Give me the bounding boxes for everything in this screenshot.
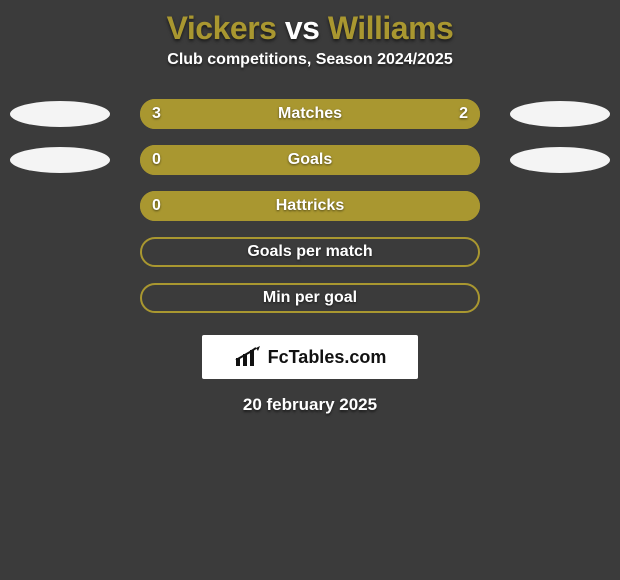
- title-vs: vs: [285, 10, 320, 46]
- comparison-rows: Matches32Goals0Hattricks0Goals per match…: [0, 91, 620, 321]
- subtitle: Club competitions, Season 2024/2025: [0, 51, 620, 91]
- bar-track: [140, 237, 480, 267]
- stat-row: Goals0: [0, 137, 620, 183]
- player2-name: Williams: [328, 10, 454, 46]
- stat-row: Min per goal: [0, 275, 620, 321]
- stat-row: Goals per match: [0, 229, 620, 275]
- player2-marker: [510, 101, 610, 127]
- bar-fill-player1: [140, 99, 344, 129]
- bar-track: [140, 283, 480, 313]
- player1-name: Vickers: [167, 10, 277, 46]
- stat-row: Hattricks0: [0, 183, 620, 229]
- date-label: 20 february 2025: [0, 395, 620, 415]
- logo-text: FcTables.com: [268, 347, 387, 368]
- stat-row: Matches32: [0, 91, 620, 137]
- fctables-logo: FcTables.com: [234, 346, 387, 368]
- comparison-title: Vickers vs Williams: [0, 0, 620, 51]
- player2-marker: [510, 147, 610, 173]
- logo-box: FcTables.com: [202, 335, 418, 379]
- bar-fill-player2: [344, 99, 480, 129]
- bar-fill-player1: [140, 145, 480, 175]
- player1-marker: [10, 101, 110, 127]
- bar-track: [140, 99, 480, 129]
- bar-track: [140, 145, 480, 175]
- bar-fill-player1: [140, 191, 480, 221]
- bar-track: [140, 191, 480, 221]
- player1-marker: [10, 147, 110, 173]
- chart-icon: [234, 346, 262, 368]
